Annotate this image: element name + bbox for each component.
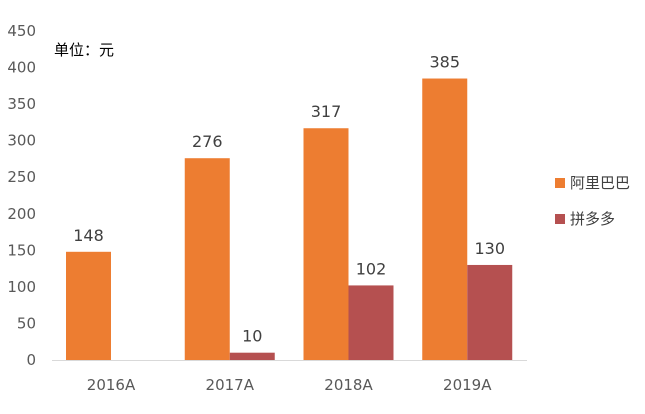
data-label: 148 (73, 226, 104, 245)
y-tick-label: 450 (7, 22, 36, 40)
bar-pinduoduo-2018A (348, 285, 394, 360)
y-tick-label: 300 (7, 132, 36, 150)
x-tick-label: 2017A (206, 376, 255, 394)
x-tick-label: 2016A (87, 376, 136, 394)
x-tick-label: 2018A (324, 376, 373, 394)
bar-pinduoduo-2019A (467, 264, 513, 360)
legend-swatch-pinduoduo (555, 214, 565, 224)
legend-swatch-alibaba (555, 178, 565, 188)
data-label: 130 (474, 239, 505, 258)
y-axis: 0 50 100 150 200 250 300 350 400 450 (7, 22, 36, 369)
y-tick-label: 150 (7, 241, 36, 259)
y-tick-label: 0 (26, 351, 36, 369)
data-labels: 148 276 10 317 102 385 130 (73, 53, 505, 346)
bar-alibaba-2016A (66, 251, 111, 360)
bars (66, 78, 513, 361)
y-tick-label: 50 (17, 314, 36, 332)
legend-label: 阿里巴巴 (570, 174, 630, 192)
data-label: 317 (311, 102, 342, 121)
y-tick-label: 350 (7, 95, 36, 113)
bar-pinduoduo-2017A (229, 352, 275, 360)
y-tick-label: 400 (7, 59, 36, 77)
bar-alibaba-2019A (422, 78, 468, 361)
data-label: 102 (356, 259, 387, 278)
x-axis: 2016A 2017A 2018A 2019A (87, 376, 492, 394)
y-tick-label: 100 (7, 278, 36, 296)
data-label: 276 (192, 132, 223, 151)
bar-alibaba-2017A (184, 158, 230, 360)
y-tick-label: 250 (7, 168, 36, 186)
x-tick-label: 2019A (443, 376, 492, 394)
data-label: 10 (242, 327, 262, 346)
unit-label: 单位：元 (54, 41, 114, 59)
data-label: 385 (429, 53, 460, 72)
y-tick-label: 200 (7, 205, 36, 223)
legend-label: 拼多多 (570, 210, 615, 228)
bar-alibaba-2018A (303, 128, 349, 360)
